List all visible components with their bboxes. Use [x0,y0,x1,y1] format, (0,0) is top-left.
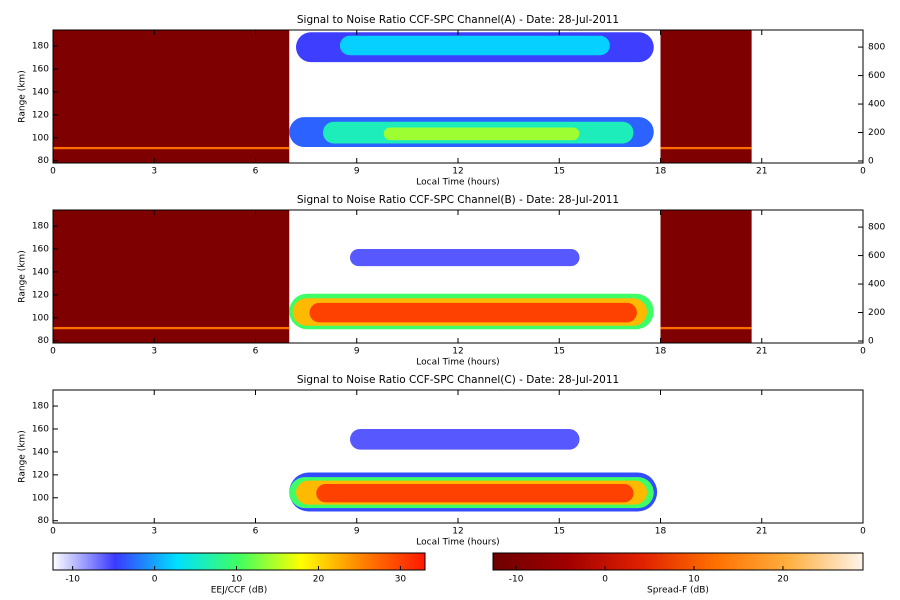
y-tick-label: 80 [38,156,50,166]
heat-region [53,326,290,330]
y-tick-label: 180 [32,222,49,232]
heat-region [350,428,580,450]
y2-tick-label: 600 [868,251,885,261]
colorbar [52,552,426,571]
y2-tick-label: 0 [868,337,874,347]
colorbar-tick-label: -10 [65,575,80,585]
heat-region [383,127,580,141]
heat-region [660,210,752,343]
x-tick-label: 21 [756,347,767,357]
heat-region [660,326,752,330]
y-tick-label: 140 [32,447,49,457]
colorbar-tick-label: 20 [313,575,325,585]
y-tick-label: 160 [32,64,49,74]
x-tick-label: 3 [151,347,157,357]
y-axis-label: Range (km) [18,70,28,122]
y-tick-label: 180 [32,402,49,412]
y-tick-label: 140 [32,87,49,97]
y-axis-label: Range (km) [18,250,28,302]
colorbar-tick-label: 10 [688,575,700,585]
colorbar-tick-label: 0 [602,575,608,585]
plot-area [289,428,658,512]
y-tick-label: 120 [32,470,49,480]
x-tick-label: 12 [452,347,463,357]
heat-region [309,302,637,323]
heat-region [660,146,752,150]
y2-tick-label: 800 [868,223,885,233]
y-tick-label: 80 [38,516,50,526]
y2-tick-label: 400 [868,280,885,290]
x-tick-label: 15 [554,347,565,357]
heat-region [350,248,580,267]
heat-region [53,30,290,163]
y-tick-label: 140 [32,267,49,277]
colorbar-tick-label: 0 [152,575,158,585]
y-tick-label: 100 [32,133,49,143]
y-tick-label: 120 [32,290,49,300]
plot-area [53,210,752,343]
x-tick-label: 6 [253,167,259,177]
y-tick-label: 80 [38,336,50,346]
colorbar [492,552,864,571]
x-tick-label: 0 [50,527,56,537]
x-tick-label: 18 [655,527,667,537]
y-tick-label: 120 [32,110,49,120]
heat-region [316,484,634,503]
colorbar-label: Spread-F (dB) [647,586,709,596]
x-tick-label: 0 [860,527,866,537]
y2-tick-label: 0 [868,157,874,167]
x-tick-label: 0 [50,347,56,357]
y-tick-label: 100 [32,313,49,323]
x-tick-label: 9 [354,167,360,177]
x-tick-label: 6 [253,527,259,537]
x-tick-label: 15 [554,167,565,177]
heat-region [53,210,290,343]
y-tick-label: 180 [32,42,49,52]
panel-title: Signal to Noise Ratio CCF-SPC Channel(C)… [297,374,619,386]
x-tick-label: 6 [253,347,259,357]
colorbar-tick-label: -10 [509,575,524,585]
x-tick-label: 12 [452,527,463,537]
colorbar-tick-label: 30 [395,575,407,585]
panel-title: Signal to Noise Ratio CCF-SPC Channel(B)… [297,194,619,206]
x-axis-label: Local Time (hours) [416,358,499,368]
y2-tick-label: 400 [868,100,885,110]
y-axis-label: Range (km) [18,430,28,482]
y2-tick-label: 800 [868,43,885,53]
y-tick-label: 160 [32,424,49,434]
x-tick-label: 21 [756,527,767,537]
x-tick-label: 0 [50,167,56,177]
x-tick-label: 18 [655,347,667,357]
y2-tick-label: 600 [868,71,885,81]
heat-region [339,35,610,56]
heat-region [53,146,290,150]
x-tick-label: 9 [354,527,360,537]
x-tick-label: 15 [554,527,565,537]
x-tick-label: 9 [354,347,360,357]
panel-title: Signal to Noise Ratio CCF-SPC Channel(A)… [297,14,619,26]
colorbar-tick-label: 20 [777,575,789,585]
x-axis-label: Local Time (hours) [416,178,499,188]
colorbar-label: EEJ/CCF (dB) [211,586,268,596]
y-tick-label: 100 [32,493,49,503]
x-axis-label: Local Time (hours) [416,538,499,548]
y2-tick-label: 200 [868,308,885,318]
x-tick-label: 3 [151,167,157,177]
plot-area [53,30,752,163]
colorbar-tick-label: 10 [231,575,243,585]
x-tick-label: 3 [151,527,157,537]
y-tick-label: 160 [32,244,49,254]
x-tick-label: 21 [756,167,767,177]
y2-tick-label: 200 [868,128,885,138]
x-tick-label: 18 [655,167,667,177]
heat-region [660,30,752,163]
x-tick-label: 12 [452,167,463,177]
x-tick-label: 0 [860,347,866,357]
x-tick-label: 0 [860,167,866,177]
